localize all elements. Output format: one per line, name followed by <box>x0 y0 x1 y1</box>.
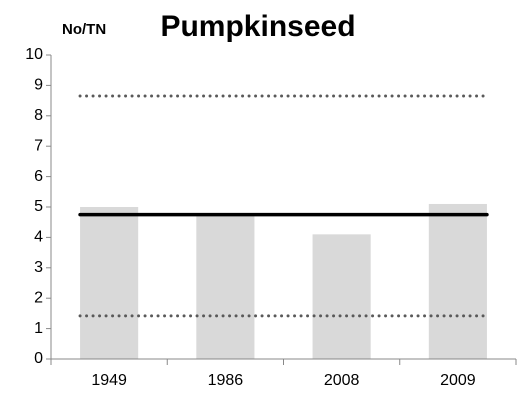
y-tick-label: 5 <box>34 198 43 215</box>
chart-title: Pumpkinseed <box>160 10 355 43</box>
y-tick-label: 4 <box>34 229 43 246</box>
y-tick-label: 7 <box>34 137 43 154</box>
y-axis-label: No/TN <box>62 21 106 38</box>
y-tick-label: 8 <box>34 107 43 124</box>
x-tick-label: 1949 <box>91 372 127 389</box>
y-tick-label: 6 <box>34 168 43 185</box>
y-tick-label: 10 <box>25 46 43 63</box>
bar <box>80 207 139 359</box>
y-tick-label: 1 <box>34 320 43 337</box>
x-tick-label: 2009 <box>440 372 476 389</box>
bar <box>312 234 371 359</box>
bar <box>428 203 487 359</box>
y-tick-label: 0 <box>34 350 43 367</box>
y-tick-label: 2 <box>34 289 43 306</box>
y-tick-label: 9 <box>34 77 43 94</box>
x-tick-label: 2008 <box>324 372 360 389</box>
bar <box>196 216 255 359</box>
y-tick-label: 3 <box>34 259 43 276</box>
x-tick-label: 1986 <box>208 372 244 389</box>
